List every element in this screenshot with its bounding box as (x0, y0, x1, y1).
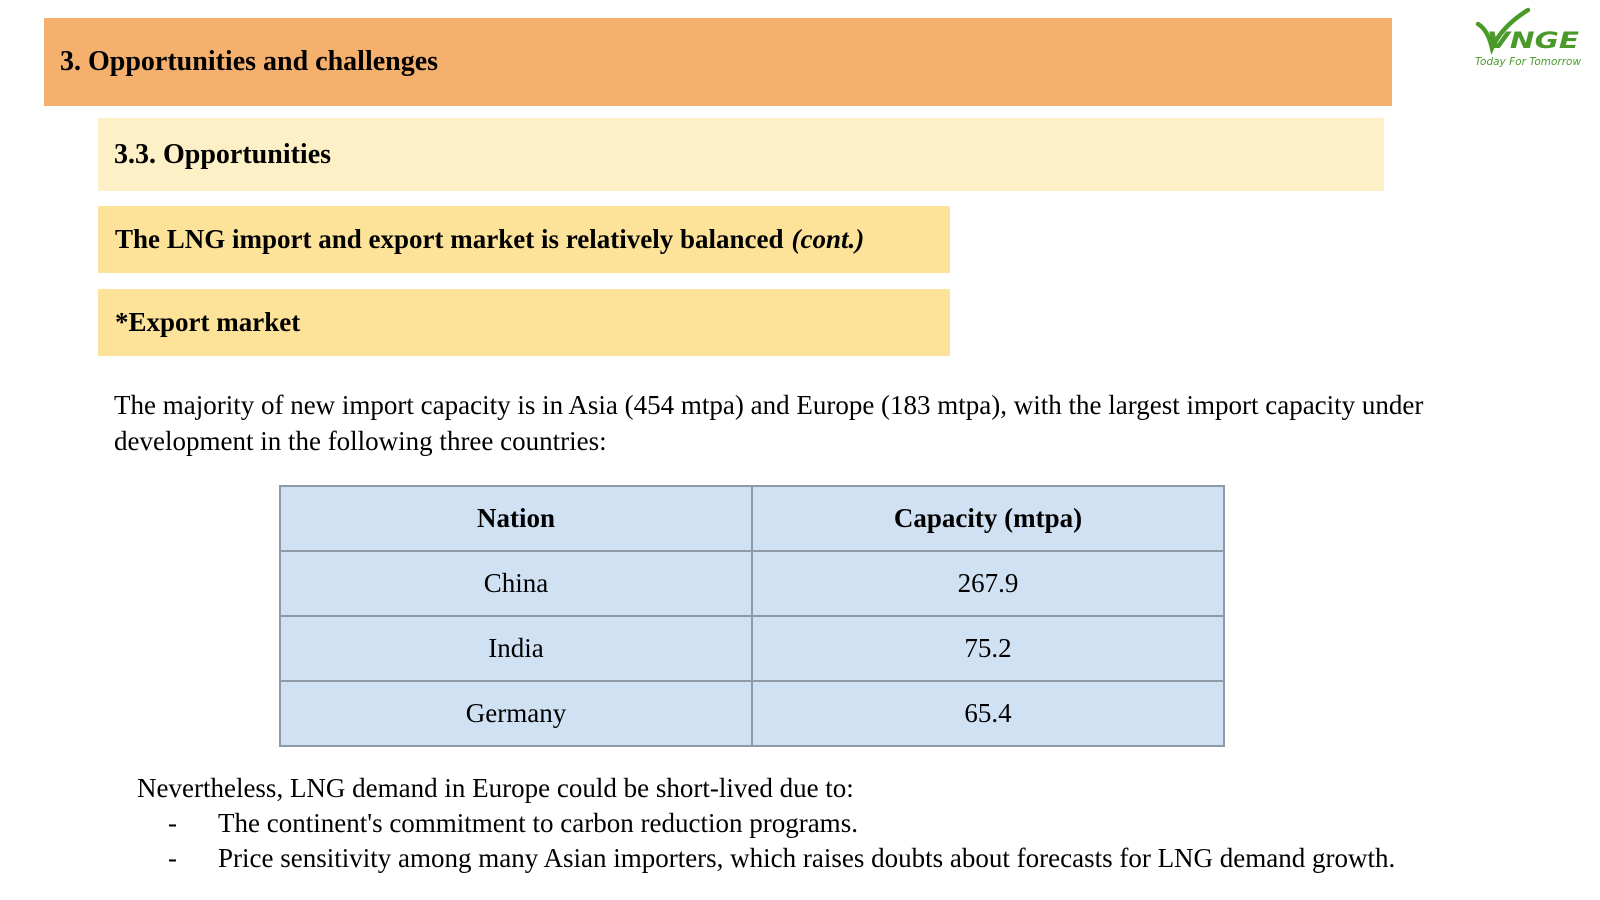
subsection-title-bar: 3.3. Opportunities (98, 118, 1384, 191)
capacity-cell: 65.4 (751, 680, 1225, 747)
subsection-title: 3.3. Opportunities (114, 138, 332, 170)
intro-paragraph: The majority of new import capacity is i… (114, 390, 1424, 456)
table-header-row: Nation Capacity (mtpa) (279, 485, 1225, 552)
list-item: - The continent's commitment to carbon r… (168, 805, 858, 841)
capacity-cell: 75.2 (751, 615, 1225, 682)
topic-title: The LNG import and export market is rela… (115, 224, 784, 254)
table-row: China 267.9 (279, 550, 1225, 617)
bullet-dash: - (168, 808, 177, 838)
nation-cell: Germany (279, 680, 753, 747)
table-row: Germany 65.4 (279, 680, 1225, 747)
section-title-bar: 3. Opportunities and challenges (44, 18, 1392, 106)
vnge-logo-mark-icon: VNGE (1475, 7, 1579, 56)
section-title: 3. Opportunities and challenges (60, 46, 439, 77)
export-market-label: *Export market (115, 307, 301, 337)
nation-cell: China (279, 550, 753, 617)
header-nation: Nation (279, 485, 753, 552)
topic-suffix: (cont.) (791, 224, 865, 254)
list-item: - Price sensitivity among many Asian imp… (168, 840, 1395, 876)
nation-cell: India (279, 615, 753, 682)
vnge-logo: VNGE Today For Tomorrow (1458, 6, 1598, 72)
bullet-text: The continent's commitment to carbon red… (218, 808, 858, 838)
logo-tagline: Today For Tomorrow (1474, 56, 1582, 68)
bullet-text: Price sensitivity among many Asian impor… (218, 843, 1396, 873)
header-capacity: Capacity (mtpa) (751, 485, 1225, 552)
capacity-table: Nation Capacity (mtpa) China 267.9 India… (279, 485, 1225, 747)
note-lead: Nevertheless, LNG demand in Europe could… (137, 773, 854, 803)
export-market-bar: *Export market (98, 289, 950, 356)
bullet-dash: - (168, 843, 177, 873)
capacity-cell: 267.9 (751, 550, 1225, 617)
logo-brand-text: VNGE (1487, 29, 1579, 54)
table-row: India 75.2 (279, 615, 1225, 682)
topic-title-bar: The LNG import and export market is rela… (98, 206, 950, 273)
